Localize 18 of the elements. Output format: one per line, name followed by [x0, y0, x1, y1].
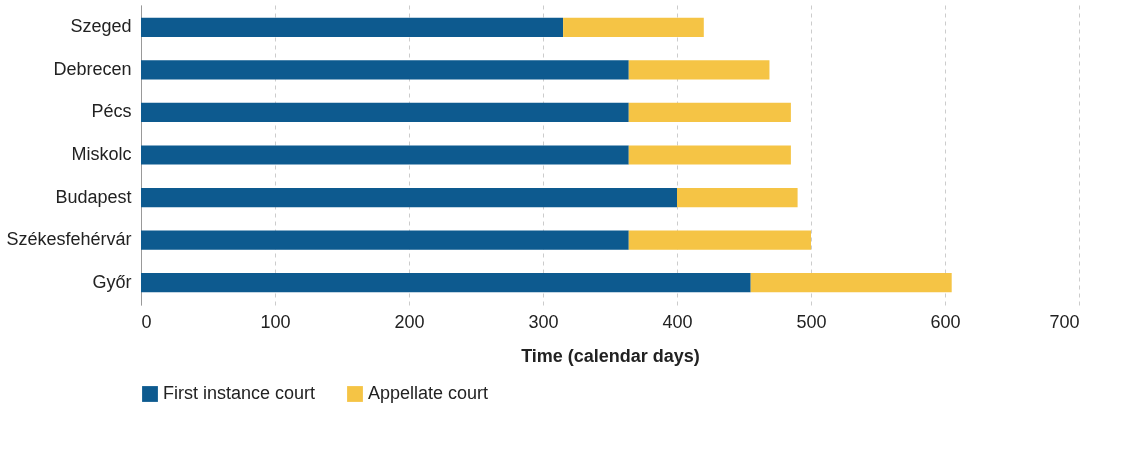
x-tick-label: 300 — [528, 311, 559, 332]
legend-label: Appellate court — [368, 383, 489, 403]
y-tick-label: Székesfehérvár — [6, 229, 132, 250]
x-tick-label: 100 — [260, 311, 291, 332]
x-tick-label: 700 — [1049, 311, 1080, 332]
y-tick-label: Győr — [92, 271, 132, 292]
x-tick-label: 200 — [394, 311, 425, 332]
x-tick-label: 400 — [662, 311, 693, 332]
y-tick-label: Pécs — [91, 101, 132, 122]
x-tick-label: 500 — [796, 311, 827, 332]
y-tick-label: Debrecen — [53, 58, 132, 79]
legend-label: First instance court — [163, 383, 316, 403]
x-axis-title: Time (calendar days) — [521, 345, 700, 366]
x-tick-label: 0 — [141, 311, 152, 332]
y-tick-label: Budapest — [55, 186, 132, 207]
y-tick-label: Miskolc — [71, 144, 132, 164]
y-tick-label: Szeged — [70, 16, 132, 37]
x-tick-label: 600 — [930, 311, 961, 332]
